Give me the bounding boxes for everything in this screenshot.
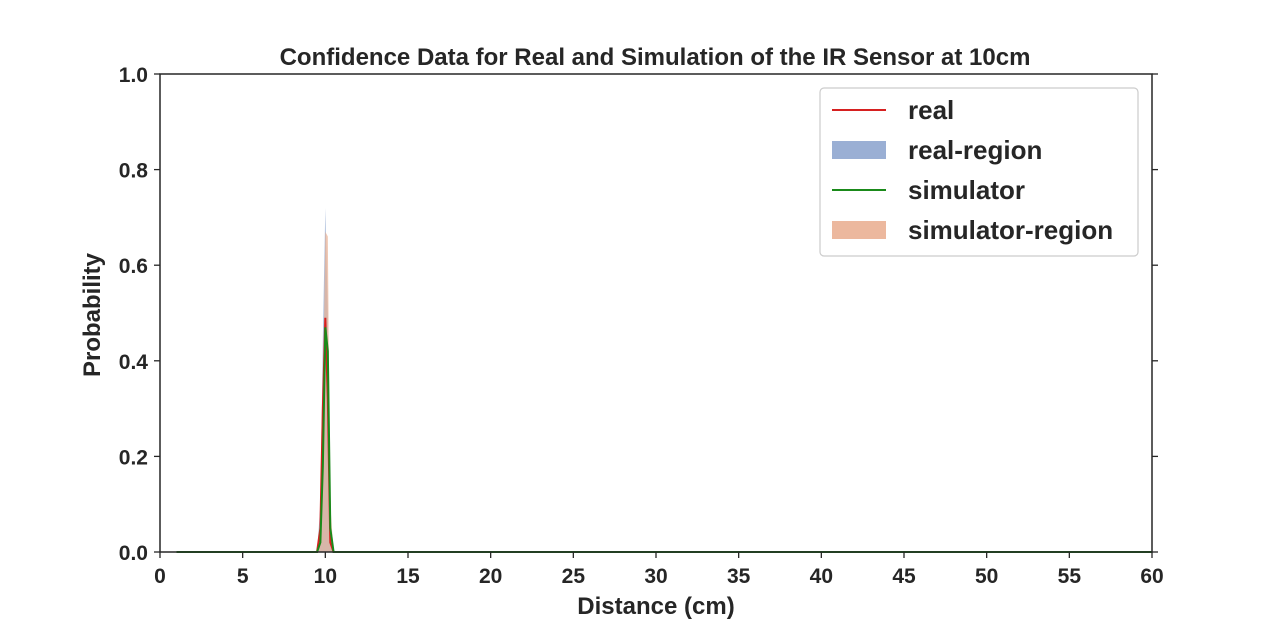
legend-label-real-region: real-region (908, 135, 1042, 165)
y-tick-label: 1.0 (119, 64, 148, 87)
x-tick-label: 20 (479, 565, 502, 588)
x-tick-label: 50 (975, 565, 998, 588)
legend-label-simulator: simulator (908, 175, 1025, 205)
x-tick-label: 40 (810, 565, 833, 588)
x-tick-label: 5 (237, 565, 249, 588)
x-tick-label: 35 (727, 565, 751, 588)
legend-swatch-real-region (832, 141, 886, 159)
y-axis: 0.0 0.2 0.4 0.6 0.8 1.0 (119, 64, 1158, 565)
x-axis: 0 5 10 15 20 25 30 35 40 45 50 55 60 (154, 552, 1164, 588)
chart-title: Confidence Data for Real and Simulation … (280, 44, 1031, 71)
x-tick-label: 60 (1140, 565, 1163, 588)
x-tick-label: 15 (396, 565, 420, 588)
x-axis-title: Distance (cm) (577, 593, 734, 620)
plot-area (176, 207, 1153, 553)
y-tick-label: 0.8 (119, 160, 149, 183)
y-tick-label: 0.2 (119, 446, 148, 469)
x-tick-label: 30 (644, 565, 667, 588)
y-axis-title: Probability (79, 252, 106, 377)
legend: real real-region simulator simulator-region (819, 87, 1139, 257)
legend-label-simulator-region: simulator-region (908, 215, 1113, 245)
y-tick-label: 0.4 (119, 351, 149, 374)
legend-label-real: real (908, 95, 954, 125)
legend-box (819, 87, 1139, 257)
x-tick-label: 10 (314, 565, 337, 588)
x-tick-label: 55 (1058, 565, 1082, 588)
x-tick-label: 0 (154, 565, 166, 588)
series-line-simulator (176, 327, 1152, 553)
y-tick-label: 0.0 (119, 542, 148, 565)
x-tick-label: 25 (562, 565, 586, 588)
y-tick-label: 0.6 (119, 255, 148, 278)
legend-swatch-simulator-region (832, 221, 886, 239)
x-tick-label: 45 (892, 565, 916, 588)
